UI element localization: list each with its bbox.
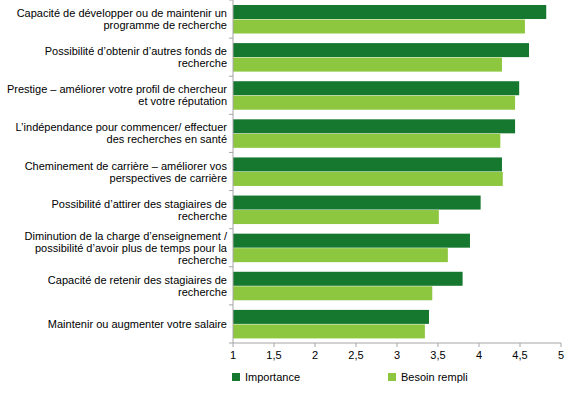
category-tick <box>229 190 233 191</box>
x-tick <box>356 343 357 347</box>
category-tick <box>229 304 233 305</box>
category-label-line: Possibilité d’attirer des stagiaires de <box>52 198 227 210</box>
category-label-line: L’indépendance pour commencer/ effectuer <box>16 121 228 133</box>
bars <box>233 5 546 338</box>
category-label-line: des recherches en santé <box>107 133 227 145</box>
bar <box>233 58 502 72</box>
category-label-line: recherche <box>178 286 227 298</box>
bar <box>233 96 515 110</box>
x-tick <box>438 343 439 347</box>
legend-label: Importance <box>245 371 300 383</box>
category-label-line: programme de recherche <box>103 19 227 31</box>
chart: 1 1,5 2 2,5 3 3,5 4 4,5 5 Capacité de développer … <box>0 0 565 397</box>
x-tick-label: 2 <box>312 349 318 361</box>
x-tick-label: 5 <box>558 349 564 361</box>
bar <box>233 234 470 248</box>
category-tick <box>229 343 233 344</box>
category-tick <box>229 152 233 153</box>
x-tick-label: 1 <box>230 349 236 361</box>
category-tick <box>229 228 233 229</box>
x-tick <box>315 343 316 347</box>
category-label: L’indépendance pour commencer/ effectuer… <box>16 121 228 145</box>
x-tick-label: 4 <box>476 349 482 361</box>
category-label-line: recherche <box>178 254 227 266</box>
y-axis-line <box>233 0 234 343</box>
x-tick <box>397 343 398 347</box>
bar <box>233 196 481 210</box>
bar <box>233 20 525 34</box>
category-label-line: Cheminement de carrière – améliorer vos <box>25 160 228 172</box>
legend-swatch <box>232 373 240 381</box>
category-label: Diminution de la charge d’enseignement /… <box>25 230 228 266</box>
bar <box>233 286 432 300</box>
category-label-line: perspectives de carrière <box>110 172 227 184</box>
bar <box>233 210 439 224</box>
category-label-line: Possibilité d’obtenir d’autres fonds de <box>45 45 227 57</box>
bar <box>233 324 425 338</box>
category-label-line: recherche <box>178 57 227 69</box>
category-tick <box>229 266 233 267</box>
bar <box>233 134 500 148</box>
bar <box>233 81 519 95</box>
x-tick-label: 4,5 <box>512 349 527 361</box>
x-tick-label: 3,5 <box>430 349 445 361</box>
bar <box>233 119 515 133</box>
bar <box>233 43 529 57</box>
x-tick <box>479 343 480 347</box>
x-tick <box>233 343 234 347</box>
category-label: Possibilité d’obtenir d’autres fonds der… <box>45 45 227 69</box>
legend-swatch <box>388 373 396 381</box>
category-label-line: Maintenir ou augmenter votre salaire <box>48 318 227 330</box>
category-label: Capacité de retenir des stagiaires derec… <box>48 274 227 298</box>
category-label-line: possibilité d’avoir plus de temps pour l… <box>35 242 228 254</box>
x-tick <box>520 343 521 347</box>
category-label-line: recherche <box>178 210 227 222</box>
x-tick-label: 2,5 <box>348 349 363 361</box>
x-tick-label: 1,5 <box>266 349 281 361</box>
category-label: Possibilité d’attirer des stagiaires der… <box>52 198 227 222</box>
category-tick <box>229 114 233 115</box>
bar <box>233 5 546 19</box>
category-label-line: Capacité de développer ou de maintenir u… <box>17 7 227 19</box>
category-label-line: et votre réputation <box>138 95 227 107</box>
bar <box>233 310 429 324</box>
legend-label: Besoin rempli <box>401 371 468 383</box>
category-label: Capacité de développer ou de maintenir u… <box>17 7 227 31</box>
x-tick <box>274 343 275 347</box>
bar <box>233 272 463 286</box>
category-label-line: Capacité de retenir des stagiaires de <box>48 274 227 286</box>
bar <box>233 157 502 171</box>
category-label: Prestige – améliorer votre profil de che… <box>7 83 227 107</box>
x-tick-label: 3 <box>394 349 400 361</box>
category-label-line: Diminution de la charge d’enseignement / <box>25 230 228 242</box>
bar <box>233 172 503 186</box>
category-tick <box>229 0 233 1</box>
category-tick <box>229 38 233 39</box>
category-label: Maintenir ou augmenter votre salaire <box>48 318 227 330</box>
category-label: Cheminement de carrière – améliorer vosp… <box>25 160 228 184</box>
x-tick <box>561 343 562 347</box>
category-tick <box>229 76 233 77</box>
bar <box>233 248 448 262</box>
category-label-line: Prestige – améliorer votre profil de che… <box>7 83 227 95</box>
